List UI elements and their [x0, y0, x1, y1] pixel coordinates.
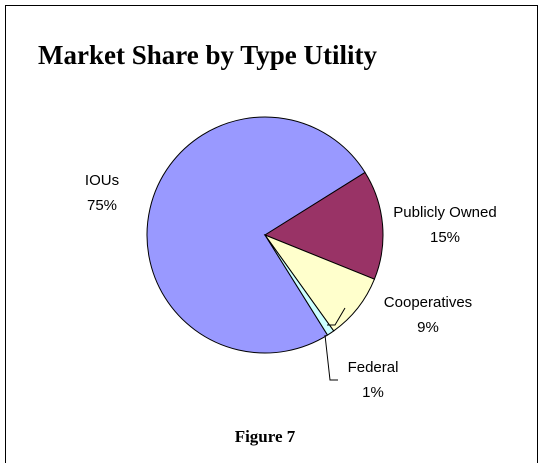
- slice-label: Federal: [348, 359, 399, 376]
- slice-label: Cooperatives: [384, 294, 472, 311]
- chart-title: Market Share by Type Utility: [38, 40, 377, 70]
- slice-label: IOUs: [85, 172, 119, 189]
- caption: Figure 7: [235, 427, 296, 446]
- pie-slice: [146, 116, 366, 354]
- pie-slice: [263, 171, 384, 280]
- leader-line: [324, 334, 338, 381]
- slice-value-label: 75%: [87, 197, 117, 214]
- leader-line: [327, 307, 346, 326]
- pie-slice: [264, 234, 335, 336]
- slice-value-label: 15%: [430, 229, 460, 246]
- slice-label: Publicly Owned: [393, 204, 496, 221]
- slice-value-label: 9%: [417, 319, 439, 336]
- slice-value-label: 1%: [362, 384, 384, 401]
